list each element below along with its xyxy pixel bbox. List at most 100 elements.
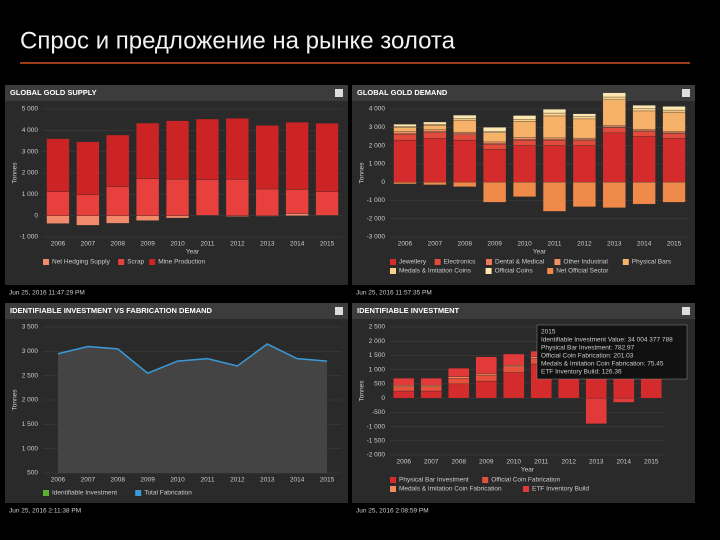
y-tick-label: 1 000 — [22, 445, 39, 452]
bar-segment — [632, 108, 656, 112]
bar-segment — [423, 129, 447, 132]
x-tick-label: 2012 — [230, 241, 245, 248]
bar-segment — [475, 375, 497, 382]
bar-segment — [662, 109, 686, 113]
legend-label: Jewellery — [399, 259, 427, 266]
help-icon[interactable] — [682, 307, 690, 315]
bar-segment — [503, 372, 525, 399]
bar-segment — [453, 114, 477, 119]
panel-title: GLOBAL GOLD DEMAND — [357, 88, 448, 97]
bar-segment — [315, 191, 339, 216]
x-axis-label: Year — [521, 467, 535, 474]
y-tick-label: 2 000 — [369, 142, 386, 149]
bar-segment — [662, 106, 686, 111]
legend-label: Official Coin Fabrication — [491, 477, 560, 484]
legend-swatch — [554, 259, 561, 265]
bar-segment — [136, 178, 160, 216]
bar-segment — [513, 121, 537, 138]
y-tick-label: 0 — [34, 212, 38, 219]
legend-swatch — [390, 486, 396, 492]
x-tick-label: 2013 — [260, 477, 275, 484]
page-title: Спрос и предложение на рынке золота — [20, 27, 456, 54]
legend-swatch — [43, 259, 49, 265]
bar-segment — [632, 136, 656, 183]
bar-segment — [448, 383, 470, 399]
y-tick-label: -1 000 — [20, 234, 39, 241]
x-tick-label: 2007 — [428, 241, 443, 248]
tooltip-line: Official Coin Fabrication: 201.03 — [541, 353, 634, 360]
x-tick-label: 2009 — [479, 459, 494, 466]
panel-title: IDENTIFIABLE INVESTMENT VS FABRICATION D… — [10, 306, 213, 315]
bar-segment — [513, 137, 537, 140]
bar-segment — [572, 140, 596, 146]
help-icon[interactable] — [335, 307, 343, 315]
x-tick-label: 2011 — [534, 459, 548, 466]
bar-segment — [393, 131, 417, 134]
panel-header — [5, 303, 348, 319]
bar-segment — [542, 115, 566, 139]
bar-segment — [420, 385, 442, 387]
legend-swatch — [390, 268, 396, 274]
legend-swatch — [547, 268, 554, 274]
x-tick-label: 2006 — [51, 477, 66, 484]
x-tick-label: 2009 — [140, 477, 155, 484]
tooltip-line: Identifiable Investment Value: 34 004 37… — [541, 337, 673, 344]
x-tick-label: 2007 — [81, 477, 96, 484]
bar-segment — [423, 131, 447, 133]
x-tick-label: 2008 — [111, 477, 126, 484]
help-icon[interactable] — [682, 89, 690, 97]
y-axis-label: Tonnes — [359, 380, 366, 402]
bar-segment — [602, 99, 626, 126]
bar-segment — [76, 194, 100, 216]
bar-segment — [225, 118, 249, 180]
x-tick-label: 2014 — [637, 241, 652, 248]
bar-segment — [166, 179, 190, 216]
x-axis-label: Year — [186, 249, 200, 256]
area — [57, 344, 328, 473]
bar-segment — [285, 213, 309, 216]
bar-segment — [475, 356, 497, 375]
bar-segment — [393, 127, 417, 132]
y-tick-label: 3 500 — [22, 324, 39, 331]
bar-segment — [572, 181, 596, 207]
x-tick-label: 2013 — [589, 459, 604, 466]
bar-segment — [46, 138, 70, 192]
y-tick-label: -3 000 — [367, 234, 386, 241]
bar-segment — [393, 139, 417, 183]
bar-segment — [602, 132, 626, 183]
legend-swatch — [434, 259, 441, 265]
panel-header — [352, 303, 695, 319]
y-tick-label: 3 000 — [369, 124, 386, 131]
bar-segment — [106, 215, 130, 224]
bar-segment — [393, 390, 415, 399]
footer: Jun 25, 2016 11:57:35 PM — [356, 290, 432, 297]
legend-label: Physical Bars — [632, 259, 672, 266]
bar-segment — [453, 139, 477, 183]
bar-segment — [393, 124, 417, 127]
bar-segment — [513, 139, 537, 146]
bar-segment — [632, 131, 656, 137]
bar-segment — [475, 380, 497, 399]
bar-segment — [315, 123, 339, 192]
bar-segment — [632, 110, 656, 130]
bar-segment — [483, 132, 507, 143]
bar-segment — [393, 134, 417, 141]
bar-segment — [483, 144, 507, 150]
bar-segment — [475, 373, 497, 376]
panel-title: IDENTIFIABLE INVESTMENT — [357, 306, 460, 315]
bar-segment — [572, 116, 596, 120]
bar-segment — [420, 386, 442, 392]
x-tick-label: 2010 — [517, 241, 532, 248]
bar-segment — [483, 141, 507, 144]
x-tick-label: 2010 — [170, 477, 185, 484]
legend-label: Dental & Medical — [495, 259, 545, 266]
help-icon[interactable] — [335, 89, 343, 97]
y-tick-label: -1 500 — [367, 437, 386, 444]
x-tick-label: 2009 — [140, 241, 155, 248]
bar-segment — [423, 181, 447, 186]
legend-label: Other Industrial — [563, 259, 608, 266]
legend-label: ETF Inventory Build — [532, 486, 589, 493]
bar-segment — [393, 133, 417, 135]
legend-swatch — [486, 259, 492, 265]
